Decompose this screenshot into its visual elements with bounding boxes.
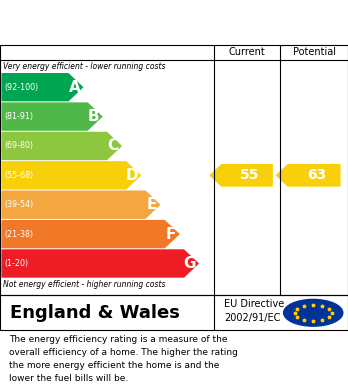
- Text: Very energy efficient - lower running costs: Very energy efficient - lower running co…: [3, 62, 166, 71]
- Polygon shape: [209, 164, 273, 187]
- Polygon shape: [276, 164, 341, 187]
- Text: (81-91): (81-91): [4, 112, 33, 121]
- Text: F: F: [166, 227, 176, 242]
- Text: (92-100): (92-100): [4, 83, 38, 91]
- Text: (55-68): (55-68): [4, 171, 33, 180]
- Polygon shape: [1, 102, 103, 131]
- Ellipse shape: [284, 300, 343, 326]
- Text: A: A: [69, 80, 80, 95]
- Text: Not energy efficient - higher running costs: Not energy efficient - higher running co…: [3, 280, 166, 289]
- Text: Current: Current: [229, 47, 266, 57]
- Polygon shape: [1, 220, 180, 248]
- Polygon shape: [1, 132, 122, 160]
- Text: B: B: [88, 109, 100, 124]
- Text: G: G: [184, 256, 196, 271]
- Text: EU Directive
2002/91/EC: EU Directive 2002/91/EC: [224, 299, 285, 323]
- Text: C: C: [108, 138, 118, 153]
- Text: (69-80): (69-80): [4, 142, 33, 151]
- Polygon shape: [1, 73, 84, 101]
- Polygon shape: [1, 161, 141, 190]
- Text: E: E: [146, 197, 157, 212]
- Text: (1-20): (1-20): [4, 259, 28, 268]
- Text: Energy Efficiency Rating: Energy Efficiency Rating: [10, 13, 239, 32]
- Polygon shape: [1, 190, 160, 219]
- Text: England & Wales: England & Wales: [10, 304, 180, 322]
- Text: (39-54): (39-54): [4, 200, 33, 209]
- Polygon shape: [1, 249, 199, 278]
- Text: Potential: Potential: [293, 47, 335, 57]
- Text: (21-38): (21-38): [4, 230, 33, 239]
- Text: The energy efficiency rating is a measure of the
overall efficiency of a home. T: The energy efficiency rating is a measur…: [9, 335, 238, 383]
- Text: 55: 55: [240, 169, 259, 182]
- Text: D: D: [126, 168, 139, 183]
- Text: 63: 63: [307, 169, 326, 182]
